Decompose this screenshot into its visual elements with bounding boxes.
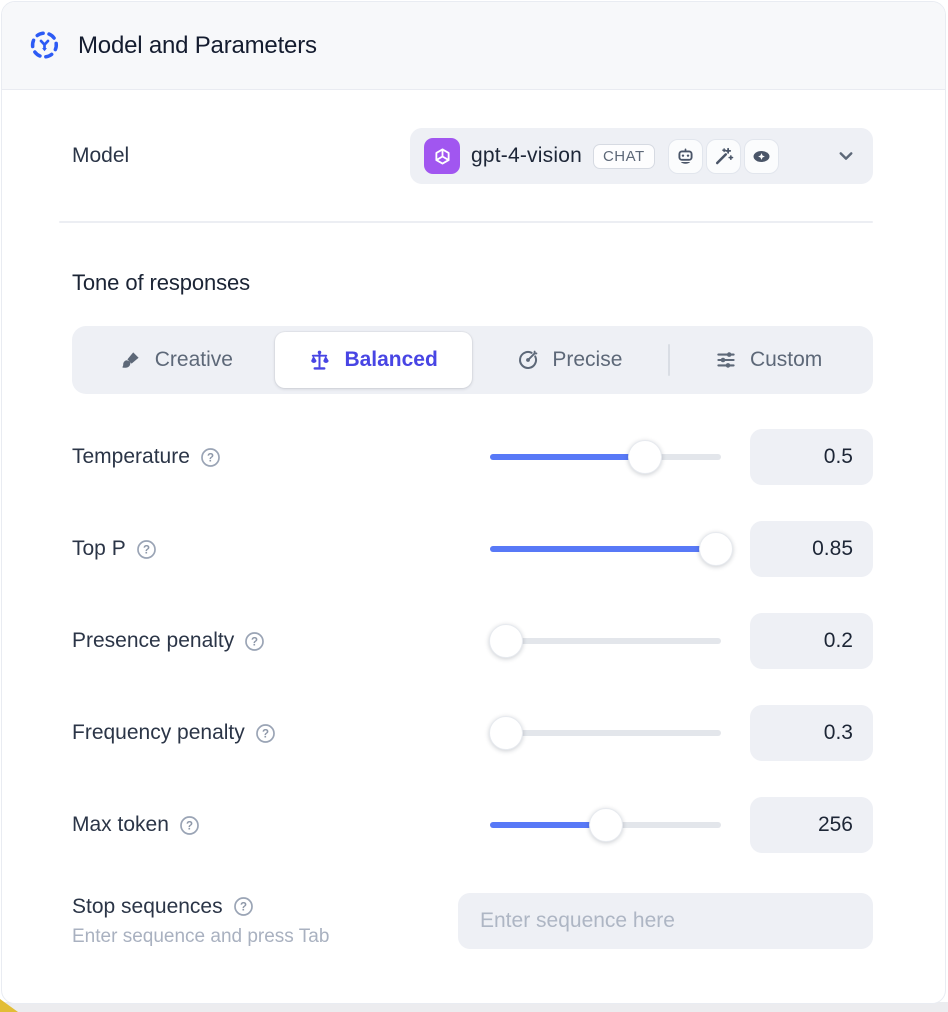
parameter-label: Frequency penalty: [72, 721, 245, 744]
slider-thumb[interactable]: [588, 808, 623, 842]
stop-sequences-row: Stop sequences ? Enter sequence and pres…: [2, 871, 945, 971]
segment-divider: [668, 344, 671, 376]
tone-option-label: Precise: [552, 348, 623, 371]
svg-text:?: ?: [207, 452, 214, 464]
section-divider: [59, 221, 873, 223]
help-question-icon[interactable]: ?: [233, 896, 254, 917]
parameter-row-presence-penalty: Presence penalty ? 0.2: [2, 595, 945, 687]
top-p-value[interactable]: 0.85: [750, 521, 873, 577]
bot-icon: [667, 138, 703, 174]
help-question-icon[interactable]: ?: [179, 815, 200, 836]
target-icon: [517, 349, 539, 371]
frequency-penalty-value[interactable]: 0.3: [750, 705, 873, 761]
max-token-slider[interactable]: [490, 808, 721, 842]
capability-chips: [667, 138, 779, 174]
chat-type-badge: CHAT: [592, 143, 655, 169]
svg-text:?: ?: [186, 820, 193, 832]
slider-track[interactable]: [490, 730, 721, 736]
slider-fill: [490, 822, 606, 828]
model-select-dropdown[interactable]: gpt-4-vision CHAT: [410, 128, 873, 184]
slider-thumb[interactable]: [489, 624, 524, 658]
slider-fill: [490, 454, 645, 460]
magic-wand-icon: [705, 138, 741, 174]
svg-text:?: ?: [251, 636, 258, 648]
slider-track[interactable]: [490, 638, 721, 644]
parameter-row-frequency-penalty: Frequency penalty ? 0.3: [2, 687, 945, 779]
brush-icon: [120, 349, 142, 371]
tone-option-balanced[interactable]: Balanced: [274, 332, 472, 388]
tone-option-label: Creative: [154, 348, 233, 371]
presence-penalty-slider[interactable]: [489, 624, 721, 658]
panel-header: Model and Parameters: [2, 2, 945, 90]
svg-text:?: ?: [240, 902, 247, 914]
help-question-icon[interactable]: ?: [244, 631, 265, 652]
temperature-value[interactable]: 0.5: [750, 429, 873, 485]
presence-penalty-value[interactable]: 0.2: [750, 613, 873, 669]
tone-segmented-control: Creative Balanced: [72, 326, 873, 394]
tone-option-label: Custom: [749, 348, 823, 371]
parameter-list: Temperature ? 0.5 Top P ?: [2, 411, 945, 871]
parameter-row-top-p: Top P ? 0.85: [2, 503, 945, 595]
help-question-icon[interactable]: ?: [200, 447, 221, 468]
tone-option-precise[interactable]: Precise: [472, 332, 669, 388]
tone-heading: Tone of responses: [72, 270, 251, 295]
parameter-label: Presence penalty: [72, 629, 235, 652]
help-question-icon[interactable]: ?: [136, 539, 157, 560]
slider-thumb[interactable]: [699, 532, 734, 566]
slider-fill: [490, 546, 717, 552]
tone-option-creative[interactable]: Creative: [78, 332, 275, 388]
chevron-down-icon: [835, 145, 857, 167]
parameter-row-max-token: Max token ? 256: [2, 779, 945, 871]
frequency-penalty-slider[interactable]: [489, 716, 721, 750]
selected-model-name: gpt-4-vision: [471, 144, 582, 167]
balance-scale-icon: [308, 349, 331, 372]
tone-option-custom[interactable]: Custom: [670, 332, 867, 388]
ai-model-icon: [28, 29, 61, 62]
model-row: Model gpt-4-vision CHAT: [2, 128, 945, 184]
vision-eye-icon: [743, 138, 779, 174]
stop-sequences-helper: Enter sequence and press Tab: [72, 925, 330, 947]
help-question-icon[interactable]: ?: [255, 723, 276, 744]
parameter-label: Temperature: [72, 445, 190, 468]
slider-thumb[interactable]: [489, 716, 524, 750]
temperature-slider[interactable]: [490, 440, 721, 474]
slider-thumb[interactable]: [627, 440, 662, 474]
parameter-label: Top P: [72, 537, 126, 560]
tone-option-label: Balanced: [344, 348, 438, 371]
panel-title: Model and Parameters: [78, 31, 317, 59]
stop-sequence-input[interactable]: [458, 893, 873, 949]
top-p-slider[interactable]: [490, 532, 734, 566]
svg-text:?: ?: [143, 544, 150, 556]
openai-logo: [424, 138, 460, 174]
stop-sequences-label: Stop sequences: [72, 894, 223, 918]
stop-sequences-label-block: Stop sequences ? Enter sequence and pres…: [72, 895, 329, 948]
svg-text:?: ?: [262, 728, 269, 740]
parameter-label: Max token: [72, 813, 169, 836]
parameter-row-temperature: Temperature ? 0.5: [2, 411, 945, 503]
max-token-value[interactable]: 256: [750, 797, 873, 853]
page-background-strip: [0, 1002, 948, 1012]
sliders-icon: [715, 349, 737, 371]
model-label: Model: [72, 144, 130, 167]
